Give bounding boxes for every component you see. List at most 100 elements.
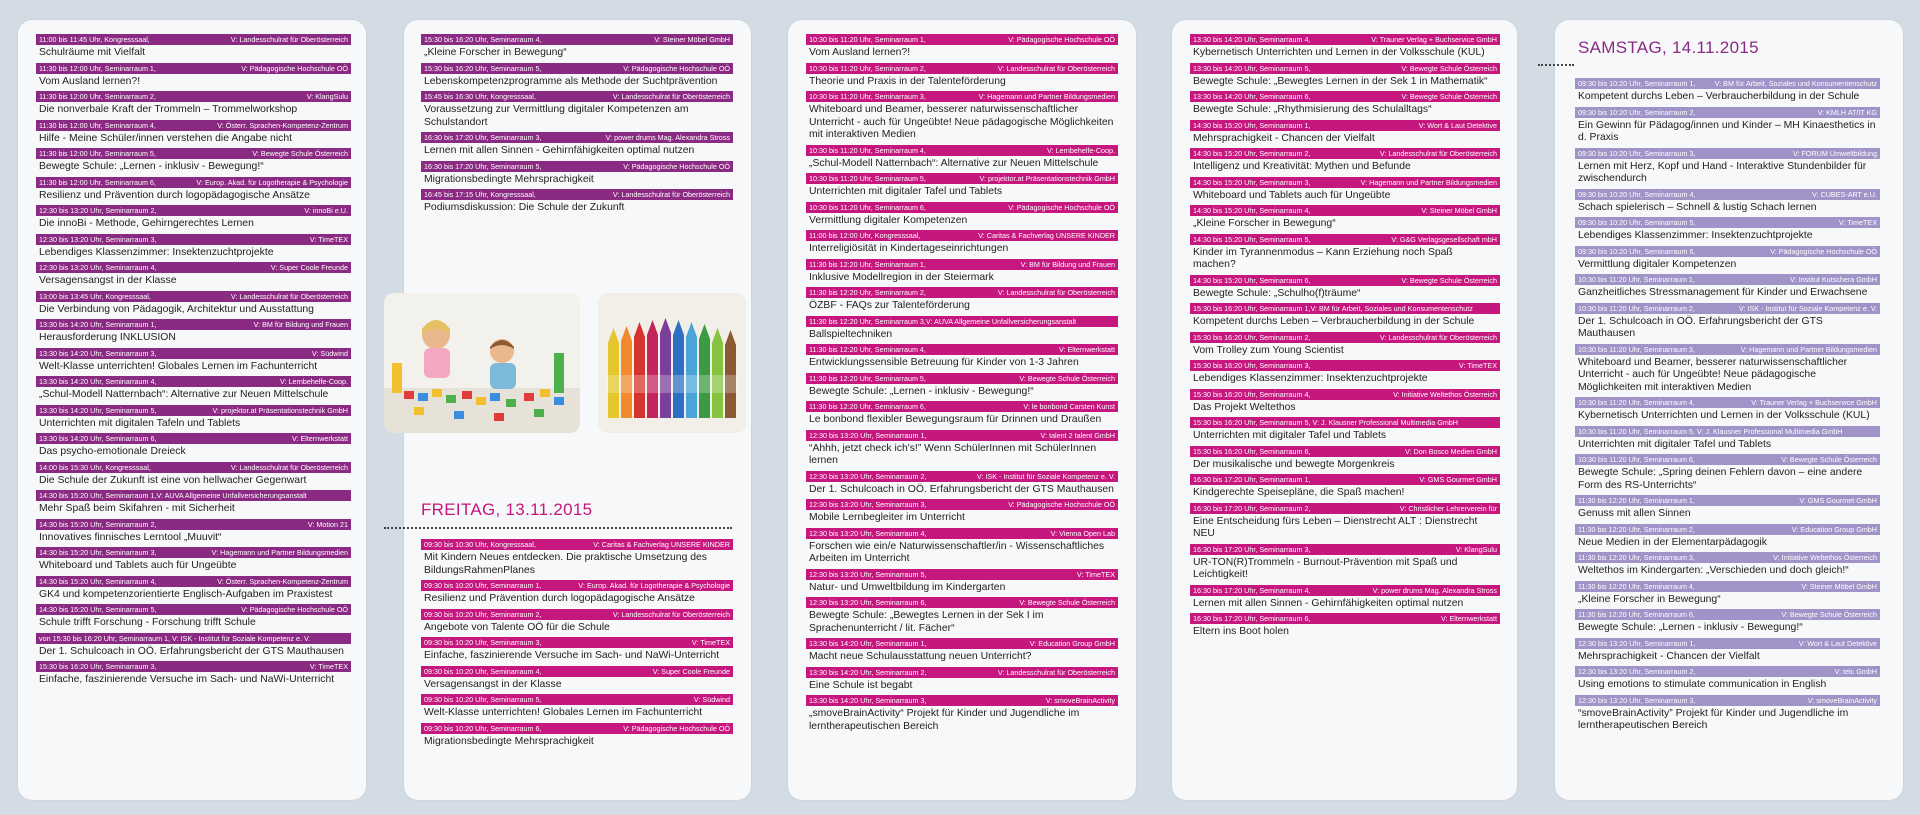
event-time-room: 09:30 bis 10:20 Uhr, Seminarraum 3,: [424, 638, 542, 647]
event-time-room: von 15:30 bis 16:20 Uhr, Seminarraum 1, …: [39, 633, 311, 643]
schedule-event: 15:30 bis 16:20 Uhr, Seminarraum 1,V: BM…: [1190, 303, 1500, 332]
event-time-bar: 12:30 bis 13:20 Uhr, Seminarraum 4, V: Su…: [36, 262, 351, 273]
event-organizer: V: Education Group GmbH: [1029, 639, 1115, 648]
event-organizer: V: Super Coole Freunde: [270, 263, 348, 272]
schedule-event: 16:45 bis 17:15 Uhr, Kongresssaal, V: Lan…: [421, 189, 733, 218]
event-time-bar: 10:30 bis 11:20 Uhr, Seminarraum 4, V: Tr…: [1575, 397, 1880, 408]
event-title: Schulräume mit Vielfalt: [39, 47, 146, 58]
event-title: Der 1. Schulcoach in OÖ. Erfahrungsberic…: [1578, 315, 1823, 340]
event-organizer: V: Initiative Weltethos Österreich: [1773, 553, 1877, 562]
schedule-event: 15:30 bis 16:20 Uhr, Seminarraum 4, V: St…: [421, 34, 733, 63]
event-organizer: V: Südwind: [693, 695, 730, 704]
schedule-event: 09:30 bis 10:20 Uhr, Seminarraum 4, V: Su…: [421, 665, 733, 695]
event-time-bar: 14:30 bis 15:20 Uhr, Seminarraum 5, V: G&…: [1190, 233, 1500, 245]
schedule-event: 10:30 bis 11:20 Uhr, Seminarraum 2, V: La…: [806, 62, 1118, 92]
schedule-column-2-friday: 09:30 bis 10:30 Uhr, Kongresssaal, V: Car…: [421, 539, 733, 784]
event-time-room: 10:30 bis 11:20 Uhr, Seminarraum 2,: [809, 63, 926, 73]
schedule-event: 14:00 bis 15:30 Uhr, Kongresssaal, V: Lan…: [36, 461, 351, 491]
event-title: „Schul-Modell Natternbach“: Alternative …: [809, 157, 1099, 169]
schedule-event: 14:30 bis 15:20 Uhr, Seminarraum 5, V: G&…: [1190, 233, 1500, 275]
schedule-column-2-top: 15:30 bis 16:20 Uhr, Seminarraum 4, V: St…: [421, 34, 733, 234]
event-time-room: 14:00 bis 15:30 Uhr, Kongresssaal,: [39, 462, 151, 472]
schedule-event: 16:30 bis 17:20 Uhr, Seminarraum 1, V: GM…: [1190, 474, 1500, 503]
event-title: Die innoBi - Methode, Gehirngerechtes Le…: [39, 218, 254, 229]
schedule-event: 12:30 bis 13:20 Uhr, Seminarraum 2, V: IS…: [806, 470, 1118, 500]
event-organizer: V: Institut Kutschera GmbH: [1790, 275, 1877, 284]
schedule-event: 14:30 bis 15:20 Uhr, Seminarraum 5, V: Pä…: [36, 604, 351, 633]
event-time-room: 16:30 bis 17:20 Uhr, Seminarraum 4,: [1193, 585, 1311, 595]
schedule-event: 10:30 bis 11:20 Uhr, Seminarraum 2, V: IS…: [1575, 302, 1880, 344]
event-organizer: V: Elternwerkstatt: [291, 434, 348, 443]
event-time-bar: 10:30 bis 11:20 Uhr, Seminarraum 5, V: J…: [1575, 425, 1880, 437]
event-time-bar: 11:00 bis 12:00 Uhr, Kongresssaal, V: Car…: [806, 230, 1118, 241]
event-title: Kinder im Tyrannenmodus – Kann Erziehung…: [1193, 246, 1453, 271]
schedule-column-1: 11:00 bis 11:45 Uhr, Kongresssaal, V: Lan…: [36, 34, 351, 774]
schedule-event: 12:30 bis 13:20 Uhr, Seminarraum 4, V: Vi…: [806, 527, 1118, 569]
event-time-bar: 14:00 bis 15:30 Uhr, Kongresssaal, V: Lan…: [36, 461, 351, 473]
event-title: Mehrsprachigkeit - Chancen der Vielfalt: [1193, 132, 1375, 144]
schedule-event: 16:30 bis 17:20 Uhr, Seminarraum 2, V: Ch…: [1190, 502, 1500, 544]
event-time-bar: 16:30 bis 17:20 Uhr, Seminarraum 4, V: po…: [1190, 584, 1500, 596]
event-title: Whiteboard und Beamer, besserer naturwis…: [1578, 356, 1848, 393]
event-title: „Kleine Forscher in Bewegung“: [424, 47, 567, 58]
schedule-event: 12:30 bis 13:20 Uhr, Seminarraum 2, V: in…: [36, 205, 351, 234]
event-time-bar: 11:30 bis 12:20 Uhr, Seminarraum 2, V: La…: [806, 287, 1118, 298]
event-title: Resilienz und Prävention durch logopädag…: [424, 593, 695, 604]
event-title: Mobile Lernbegleiter im Unterricht: [809, 512, 965, 523]
saturday-dotted-line: [1538, 64, 1574, 66]
event-time-room: 13:00 bis 13:45 Uhr, Kongresssaal,: [39, 291, 151, 301]
event-time-room: 15:30 bis 16:20 Uhr, Seminarraum 2,: [1193, 332, 1311, 342]
schedule-event: 13:30 bis 14:20 Uhr, Seminarraum 6, V: El…: [36, 433, 351, 462]
event-time-room: 14:30 bis 15:20 Uhr, Seminarraum 5,: [1193, 234, 1311, 244]
event-organizer: V: Lernbehelfe-Coop.: [279, 377, 348, 386]
event-title: Genuss mit allen Sinnen: [1578, 508, 1691, 519]
event-organizer: V: Pädagogische Hochschule OÖ: [241, 605, 348, 614]
event-time-room: 10:30 bis 11:20 Uhr, Seminarraum 4,: [1578, 398, 1695, 407]
event-time-room: 12:30 bis 13:20 Uhr, Seminarraum 2,: [809, 471, 927, 481]
event-time-room: 13:30 bis 14:20 Uhr, Seminarraum 3,: [809, 696, 927, 705]
event-time-bar: 12:30 bis 13:20 Uhr, Seminarraum 1, V: ta…: [806, 429, 1118, 441]
schedule-event: 13:30 bis 14:20 Uhr, Seminarraum 1, V: Ed…: [806, 638, 1118, 667]
event-title: Vom Ausland lernen?!: [39, 75, 141, 87]
event-time-bar: 14:30 bis 15:20 Uhr, Seminarraum 3, V: Ha…: [1190, 176, 1500, 188]
event-time-bar: 13:30 bis 14:20 Uhr, Seminarraum 1, V: Ed…: [806, 638, 1118, 649]
schedule-event: 12:30 bis 13:20 Uhr, Seminarraum 1, V: Wo…: [1575, 637, 1880, 667]
event-title: Eine Entscheidung fürs Leben – Dienstrec…: [1193, 515, 1478, 540]
schedule-event: 11:30 bis 12:20 Uhr, Seminarraum 5, V: Be…: [806, 372, 1118, 402]
crayons-photo: [598, 293, 746, 433]
event-time-bar: 12:30 bis 13:20 Uhr, Seminarraum 4, V: Vi…: [806, 527, 1118, 539]
event-time-bar: 09:30 bis 10:30 Uhr, Kongresssaal, V: Car…: [421, 539, 733, 550]
schedule-event: 11:30 bis 12:00 Uhr, Seminarraum 5, V: Be…: [36, 148, 351, 177]
event-time-bar: 13:30 bis 14:20 Uhr, Seminarraum 1, V: BM…: [36, 319, 351, 330]
event-organizer: V: Landesschulrat für Oberösterreich: [230, 291, 348, 301]
event-title: Ein Gewinn für Pädagog/innen und Kinder …: [1578, 119, 1876, 144]
event-organizer: V: Bewegte Schule Österreich: [1019, 598, 1115, 607]
schedule-event: 16:30 bis 17:20 Uhr, Seminarraum 3, V: Kl…: [1190, 543, 1500, 585]
event-title: Lebenskompetenzprogramme als Methode der…: [424, 75, 718, 87]
event-time-bar: 09:30 bis 10:20 Uhr, Seminarraum 1, V: BM…: [1575, 78, 1880, 89]
event-organizer: V: Hagemann und Partner Bildungsmedien: [978, 92, 1115, 101]
schedule-event: 15:45 bis 16:30 Uhr, Kongresssaal, V: Lan…: [421, 91, 733, 132]
event-time-bar: 09:30 bis 10:20 Uhr, Seminarraum 2, V: La…: [421, 608, 733, 620]
event-time-room: 11:30 bis 12:20 Uhr, Seminarraum 6,: [809, 402, 926, 411]
event-organizer: V: ISK - Institut für Soziale Kompetenz …: [976, 471, 1115, 481]
event-organizer: V: ISK - Institut für Soziale Kompetenz …: [1738, 303, 1877, 313]
event-title: Welt-Klasse unterrichten! Globales Lerne…: [424, 707, 703, 718]
event-title: Using emotions to stimulate communicatio…: [1578, 679, 1827, 690]
event-title: Bewegte Schule: „Bewegtes Lernen in der …: [1193, 75, 1488, 87]
schedule-event: 10:30 bis 11:20 Uhr, Seminarraum 1, V: In…: [1575, 274, 1880, 303]
schedule-event: 15:30 bis 16:20 Uhr, Seminarraum 3, V: Ti…: [36, 661, 351, 690]
schedule-event: 11:30 bis 12:20 Uhr, Seminarraum 3,V: AU…: [806, 315, 1118, 345]
event-time-room: 11:30 bis 12:20 Uhr, Seminarraum 5,: [809, 373, 926, 383]
event-time-bar: 09:30 bis 10:20 Uhr, Seminarraum 4, V: Su…: [421, 665, 733, 677]
schedule-event: 13:30 bis 14:20 Uhr, Seminarraum 3, V: sm…: [806, 695, 1118, 736]
schedule-event: 13:30 bis 14:20 Uhr, Seminarraum 2, V: La…: [806, 666, 1118, 696]
event-time-room: 10:30 bis 11:20 Uhr, Seminarraum 6,: [1578, 455, 1695, 464]
event-title: Bewegte Schule: „Schulho(f)träume“: [1193, 287, 1361, 299]
event-time-room: 15:30 bis 16:20 Uhr, Seminarraum 3,: [1193, 361, 1311, 370]
event-time-bar: 13:30 bis 14:20 Uhr, Seminarraum 4, V: Le…: [36, 376, 351, 387]
event-time-room: 11:30 bis 12:00 Uhr, Seminarraum 4,: [39, 120, 156, 130]
event-time-bar: 16:30 bis 17:20 Uhr, Seminarraum 1, V: GM…: [1190, 474, 1500, 485]
event-title: Die Schule der Zukunft ist eine von hell…: [39, 474, 307, 486]
event-time-room: 16:30 bis 17:20 Uhr, Seminarraum 3,: [424, 133, 542, 142]
